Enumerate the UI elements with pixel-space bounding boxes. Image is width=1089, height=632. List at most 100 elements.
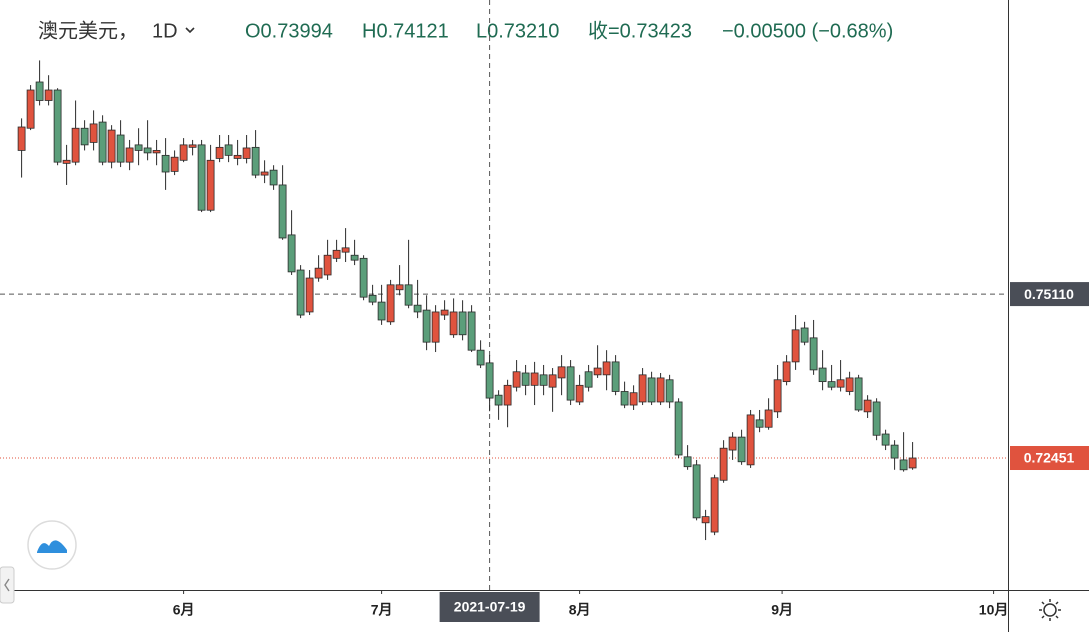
candle-body [422, 309, 431, 343]
candle-body [548, 374, 557, 388]
candle-body [701, 516, 710, 524]
candle-body [395, 284, 404, 291]
logo-wave[interactable] [37, 540, 67, 553]
candle-body [404, 284, 413, 306]
x-tick-label: 10月 [979, 602, 1009, 618]
side-tab[interactable] [0, 566, 15, 604]
x-tick-label: 7月 [371, 602, 393, 618]
candle-body [359, 257, 368, 298]
candle-body [260, 171, 269, 176]
crosshair-date-label: 2021-07-19 [454, 599, 526, 615]
candle-body [593, 367, 602, 376]
candle-body [674, 401, 683, 456]
candle-body [467, 311, 476, 351]
candle-body [881, 433, 890, 446]
candle-body [269, 169, 278, 186]
candle-body [323, 254, 332, 276]
candle-body [746, 414, 755, 466]
candle-body [890, 444, 899, 459]
candle-body [827, 381, 836, 388]
candle-body [809, 337, 818, 371]
candle-body [575, 384, 584, 403]
candle-body [773, 379, 782, 413]
candle-body [629, 392, 638, 406]
candle-body [89, 123, 98, 143]
candle-body [557, 366, 566, 379]
candle-body [485, 362, 494, 399]
candle-body [503, 384, 512, 406]
candle-body [728, 436, 737, 451]
side-tab-arrow[interactable] [4, 578, 10, 592]
candle-body [620, 391, 629, 406]
candle-body [899, 459, 908, 471]
last-price-box [1010, 446, 1089, 471]
candle-body [719, 447, 728, 481]
candle-body [737, 436, 746, 463]
candle-body [521, 372, 530, 386]
candle-body [296, 269, 305, 316]
candle-body [251, 146, 260, 176]
candle-body [152, 150, 161, 154]
candle-body [314, 267, 323, 279]
candle-body [584, 371, 593, 388]
candle-body [440, 309, 449, 316]
ohlc-legend: −0.00500 (−0.68%) [722, 20, 893, 42]
candle-body [233, 154, 242, 159]
candle-body [350, 254, 359, 261]
ohlc-legend: L0.73210 [476, 20, 559, 42]
candle-body [818, 367, 827, 383]
candle-body [287, 234, 296, 273]
symbol[interactable]: 澳元美元， [38, 19, 138, 42]
candle-body [143, 147, 152, 154]
interval[interactable]: 1D [152, 20, 178, 42]
candle-body [215, 146, 224, 159]
candle-body [863, 399, 872, 413]
candle-body [53, 89, 62, 163]
candle-body [368, 294, 377, 303]
candle-body [449, 311, 458, 336]
x-tick-label: 9月 [771, 602, 793, 618]
candle-body [854, 377, 863, 411]
candle-body [755, 419, 764, 428]
candle-body [62, 159, 71, 164]
candle-body [692, 464, 701, 519]
crosshair-date-box [439, 592, 540, 622]
candle-body [377, 301, 386, 321]
candle-body [647, 377, 656, 403]
candle-body [908, 457, 917, 469]
logo[interactable] [27, 520, 77, 570]
candle-body [26, 89, 35, 129]
settings-icon-core[interactable] [1043, 603, 1057, 617]
candle-body [161, 154, 170, 173]
candle-body [458, 311, 467, 336]
settings-icon[interactable] [1039, 599, 1061, 621]
candle-body [44, 89, 53, 101]
candle-body [512, 371, 521, 388]
candle-body [116, 134, 125, 163]
candle-body [242, 147, 251, 159]
candle-body [197, 144, 206, 211]
candle-body [602, 361, 611, 376]
ohlc-legend: 收=0.73423 [588, 19, 692, 42]
crosshair-price-label: 0.75110 [1024, 286, 1074, 302]
crosshair-price-box [1010, 282, 1089, 307]
candle-body [188, 144, 197, 148]
candle-body [494, 394, 503, 406]
x-tick-label: 8月 [569, 602, 591, 618]
candle-body [278, 184, 287, 239]
candle-body [710, 477, 719, 533]
candle-body [206, 159, 215, 211]
candle-body [800, 327, 809, 343]
candle-body [665, 379, 674, 403]
candle-body [17, 126, 26, 151]
candle-body [98, 121, 107, 163]
settings-icon-rays[interactable] [1039, 599, 1061, 621]
ohlc-legend: O0.73994 [245, 20, 333, 42]
candle-body [476, 349, 485, 366]
candle-body [71, 127, 80, 163]
candle-body [341, 247, 350, 253]
interval-chevron[interactable] [185, 27, 195, 34]
candle-body [872, 401, 881, 436]
candle-body [179, 144, 188, 161]
